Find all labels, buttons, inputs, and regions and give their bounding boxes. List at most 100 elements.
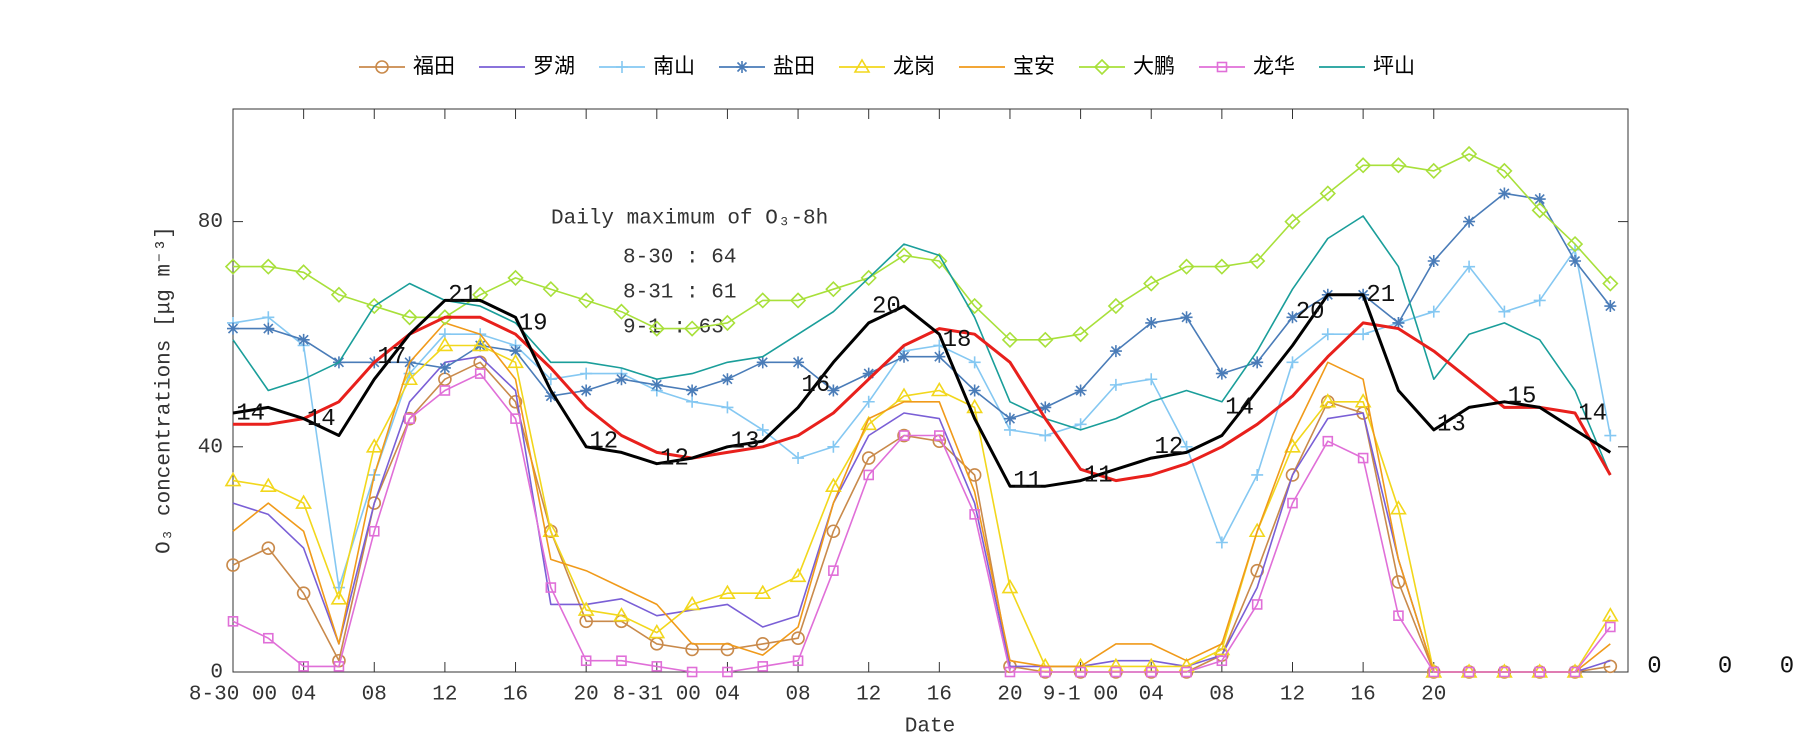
marker: [1039, 401, 1052, 414]
annotation: 0: [1718, 654, 1732, 681]
x-tick-label: 16: [927, 684, 952, 707]
marker: [1569, 666, 1581, 678]
marker: [1003, 423, 1016, 436]
marker: [1213, 258, 1230, 275]
marker: [791, 631, 805, 646]
marker: [1321, 328, 1334, 341]
marker: [1213, 640, 1231, 656]
marker: [966, 398, 984, 414]
marker: [1427, 305, 1440, 318]
marker: [438, 361, 451, 374]
legend: 福田 罗湖 南山 盐田 龙岗 宝安 大鹏 龙华 坪山: [359, 54, 1415, 78]
marker: [1248, 522, 1266, 538]
marker: [508, 394, 523, 409]
marker: [474, 368, 486, 379]
marker: [1145, 373, 1158, 386]
x-tick-label: 08: [785, 684, 810, 707]
marker: [1357, 452, 1369, 464]
annotation: 20: [1296, 299, 1325, 326]
marker: [683, 595, 701, 611]
marker: [1178, 258, 1195, 275]
marker: [580, 655, 592, 667]
marker: [930, 381, 948, 397]
marker: [863, 469, 874, 481]
marker: [1110, 666, 1122, 678]
marker: [401, 370, 418, 386]
marker: [1566, 235, 1584, 253]
marker: [613, 303, 630, 320]
annotation: 14: [236, 400, 265, 427]
marker: [860, 269, 877, 287]
marker: [227, 616, 239, 627]
marker: [295, 264, 312, 281]
y-tick-label: 80: [198, 211, 223, 234]
marker: [721, 373, 734, 386]
marker: [1601, 607, 1619, 622]
marker: [789, 567, 807, 583]
marker: [1003, 412, 1016, 425]
marker: [1284, 213, 1301, 230]
annotation: 12: [1154, 434, 1183, 461]
series-line: [232, 361, 1611, 673]
series-line: [232, 249, 1612, 589]
marker: [754, 584, 772, 599]
marker: [261, 541, 276, 555]
marker: [1039, 429, 1052, 442]
marker: [722, 666, 733, 678]
marker: [1427, 255, 1440, 268]
marker: [1075, 666, 1086, 678]
marker: [1390, 500, 1407, 515]
x-tick-label: 20: [574, 684, 599, 707]
marker: [615, 373, 628, 386]
marker: [404, 413, 415, 424]
marker: [756, 356, 769, 369]
marker: [542, 281, 559, 298]
marker: [577, 601, 595, 616]
series-line: [232, 215, 1612, 476]
legend-marker: [853, 58, 871, 73]
plot-frame: [232, 108, 1629, 673]
x-tick-label: 08: [362, 684, 387, 707]
legend-marker: [1216, 61, 1228, 73]
marker: [1498, 305, 1511, 318]
annotation: 15: [1508, 383, 1537, 410]
x-tick-label: 16: [503, 684, 528, 707]
marker: [933, 350, 946, 363]
marker: [1286, 356, 1299, 369]
legend-marker: [616, 61, 628, 73]
marker: [757, 661, 769, 672]
legend-label: 盐田: [773, 54, 815, 78]
marker: [224, 471, 242, 487]
annotation: 0: [1647, 654, 1661, 681]
legend-label: 龙华: [1253, 54, 1295, 78]
marker: [545, 582, 557, 593]
marker: [1354, 157, 1372, 174]
marker: [297, 333, 310, 346]
marker: [755, 637, 770, 651]
marker: [1604, 429, 1617, 442]
y-tick-label: 0: [210, 662, 223, 685]
annotation: 12: [660, 445, 689, 472]
marker: [1004, 666, 1016, 678]
marker: [1533, 294, 1546, 307]
annotation: 12: [589, 429, 618, 456]
marker: [1460, 145, 1478, 163]
marker: [827, 440, 840, 453]
marker: [1039, 666, 1051, 678]
marker: [862, 395, 875, 408]
marker: [542, 522, 560, 538]
marker: [1181, 666, 1192, 678]
marker: [754, 292, 771, 309]
marker: [262, 311, 275, 324]
marker: [756, 423, 769, 436]
marker: [1249, 252, 1266, 270]
marker: [1001, 331, 1019, 348]
marker: [1037, 331, 1054, 348]
x-tick-label: 12: [1280, 684, 1305, 707]
marker: [824, 477, 842, 493]
marker: [1534, 666, 1546, 678]
marker: [507, 269, 524, 287]
legend-marker: [736, 61, 748, 73]
marker: [1109, 378, 1122, 391]
marker: [580, 367, 593, 380]
